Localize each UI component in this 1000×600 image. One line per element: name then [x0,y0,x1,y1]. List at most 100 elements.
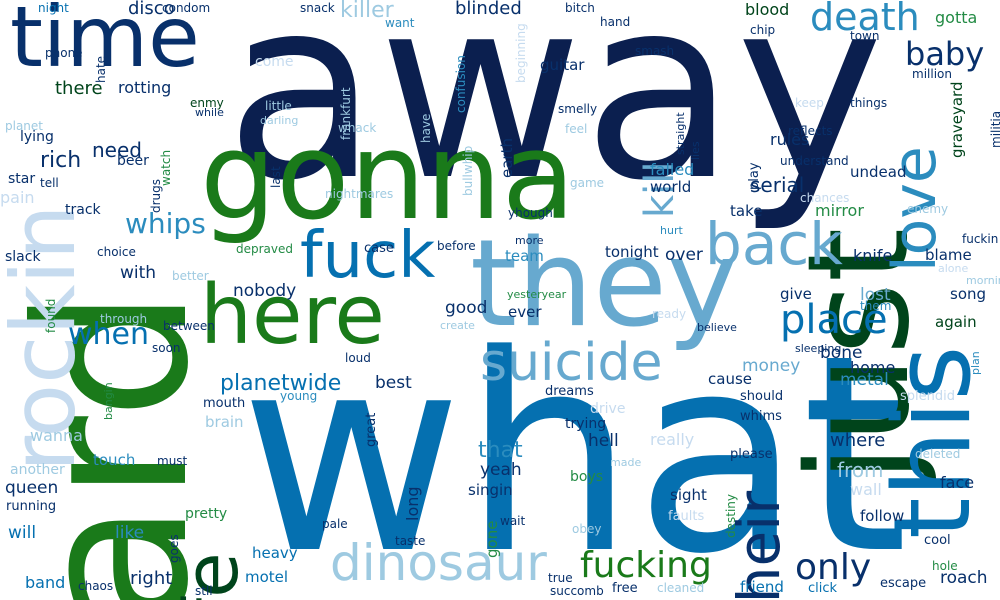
cloud-word-taste: taste [395,534,426,548]
cloud-word-whack: whack [338,121,377,135]
cloud-word-sight: sight [670,486,707,504]
cloud-word-touch: touch [93,451,136,469]
cloud-word-play: play [747,162,762,190]
cloud-word-young: young [280,389,318,403]
cloud-word-blood: blood [745,0,790,19]
cloud-word-suicide: suicide [480,333,663,393]
cloud-word-drive: drive [590,401,626,417]
cloud-word-blinded: blinded [455,0,522,19]
cloud-word-nightmares: nightmares [325,187,394,201]
cloud-word-snack: snack [300,1,335,15]
cloud-word-band: band [25,573,66,592]
cloud-word-more: more [515,234,544,247]
cloud-word-made: made [610,456,642,469]
cloud-word-chip: chip [750,23,776,37]
cloud-word-killer: killer [340,0,394,23]
cloud-word-ever: ever [508,303,542,321]
cloud-word-beginning: beginning [514,23,528,83]
cloud-word-hell: hell [588,431,619,451]
cloud-word-where: where [830,430,886,451]
cloud-word-planetwide: planetwide [220,371,342,396]
cloud-word-million: million [912,67,952,81]
cloud-word-better: better [172,269,209,283]
cloud-word-wall: wall [850,480,882,499]
cloud-word-singin: singin [468,481,513,499]
cloud-word-splendid: splendid [900,389,955,404]
cloud-word-deleted: deleted [915,447,961,461]
cloud-word-world: world [650,178,692,196]
cloud-word-alone: alone [938,262,969,275]
cloud-word-choice: choice [97,245,136,259]
cloud-word-fuck: fuck [300,219,436,293]
cloud-word-lying: lying [20,129,54,145]
cloud-word-really: really [650,430,695,449]
cloud-word-time: time [10,0,200,86]
cloud-word-star: star [8,171,36,187]
cloud-word-queen: queen [5,478,59,498]
cloud-word-face: face [940,473,975,492]
cloud-word-they: they [470,215,738,354]
cloud-word-pain: pain [0,188,35,207]
cloud-word-dreams: dreams [545,384,594,399]
cloud-word-things: things [850,96,888,110]
cloud-word-soon: soon [152,341,181,355]
cloud-word-hand: hand [600,15,631,29]
cloud-word-bullwhip: bullwhip [461,145,475,196]
cloud-word-death: death [810,0,920,39]
cloud-word-gonna: gonna [200,108,576,247]
cloud-word-obey: obey [572,522,602,536]
cloud-word-rotting: rotting [118,78,172,97]
cloud-word-need: need [92,138,142,162]
cloud-word-rules: rules [770,130,810,149]
cloud-word-chances: chances [800,191,850,205]
cloud-word-that: that [478,438,523,463]
cloud-word-game: game [570,176,605,190]
cloud-word-earth: earth [498,138,516,178]
cloud-word-serial: serial [750,173,805,197]
cloud-word-escape: escape [880,576,927,591]
cloud-word-faults: faults [668,509,705,524]
cloud-word-roach: roach [940,568,988,588]
cloud-word-good: good [445,298,488,318]
cloud-word-reflects: reflects [788,124,833,138]
cloud-word-give: give [780,285,812,303]
cloud-word-falled: falled [650,160,695,179]
cloud-word-blame: blame [925,246,972,264]
cloud-word-understand: understand [780,154,849,168]
cloud-word-morning: morning [966,274,1000,287]
cloud-word-place: place [780,297,888,343]
cloud-word-there: there [55,78,103,99]
cloud-word-tonight: tonight [605,243,659,261]
cloud-word-found: found [44,298,58,333]
cloud-word-fuckin: fuckin [962,232,999,246]
cloud-word-enmy: enmy [190,96,224,110]
cloud-word-smelly: smelly [558,102,598,116]
cloud-word-tell: tell [40,176,59,190]
cloud-word-last: last [269,166,283,188]
cloud-word-yesteryear: yesteryear [507,288,567,301]
cloud-word-gone: gone [483,520,501,558]
cloud-word-have: have [419,113,433,143]
cloud-word-true: true [548,571,573,585]
cloud-word-chaos: chaos [78,579,114,593]
cloud-word-want: want [385,16,415,30]
cloud-word-straight: straight [674,112,687,155]
cloud-word-like: like [115,523,145,543]
cloud-word-graveyard: graveyard [948,81,966,158]
cloud-word-click: click [808,581,838,596]
cloud-word-yhough: yhough [508,206,553,220]
cloud-word-undead: undead [850,163,907,181]
cloud-word-enemy: enemy [907,202,949,216]
cloud-word-will: will [8,523,37,543]
cloud-word-come: come [255,54,294,70]
cloud-word-metal: metal [840,370,889,390]
cloud-word-cause: cause [708,370,752,388]
cloud-word-baby: baby [905,35,985,73]
cloud-word-guitar: guitar [540,56,585,74]
cloud-word-another: another [10,462,65,478]
cloud-word-what: what [240,298,909,600]
cloud-word-rich: rich [40,148,82,173]
cloud-word-mirror: mirror [815,201,864,220]
cloud-word-boys: boys [570,469,604,485]
